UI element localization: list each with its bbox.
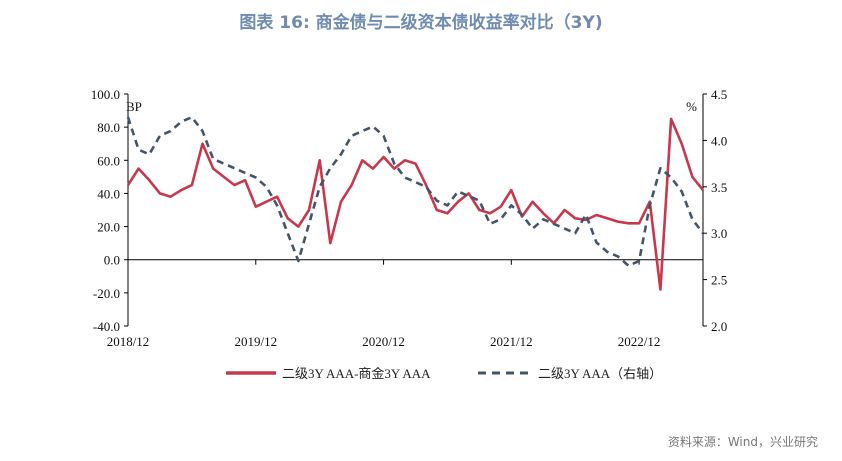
left-tick-label: 80.0 — [97, 120, 120, 135]
left-tick-label: 20.0 — [97, 220, 120, 235]
left-tick-label: -40.0 — [93, 319, 120, 334]
series-line-1 — [126, 117, 705, 291]
left-tick-label: -20.0 — [93, 286, 120, 301]
series-line-2 — [126, 115, 705, 268]
right-tick-label: 2.5 — [711, 273, 727, 288]
right-tick-label: 3.0 — [711, 226, 727, 241]
right-unit-label: % — [686, 99, 697, 114]
right-tick-label: 2.0 — [711, 319, 727, 334]
legend-series-2-label: 二级3Y AAA（右轴） — [538, 366, 662, 381]
right-tick-label: 4.0 — [711, 133, 727, 148]
left-unit-label: BP — [126, 99, 142, 114]
left-tick-label: 60.0 — [97, 153, 120, 168]
left-tick-label: 40.0 — [97, 186, 120, 201]
x-tick-label: 2019/12 — [234, 334, 277, 349]
x-tick-label: 2022/12 — [618, 334, 661, 349]
right-tick-label: 4.5 — [711, 87, 727, 102]
x-tick-label: 2020/12 — [362, 334, 405, 349]
source-note: 资料来源：Wind，兴业研究 — [667, 435, 818, 449]
left-tick-label: 100.0 — [91, 87, 120, 102]
legend-series-1-label: 二级3Y AAA-商金3Y AAA — [282, 366, 431, 381]
x-tick-label: 2018/12 — [107, 334, 150, 349]
legend: 二级3Y AAA-商金3Y AAA 二级3Y AAA（右轴） — [226, 366, 662, 381]
left-tick-label: 0.0 — [104, 253, 120, 268]
chart-title: 图表 16: 商金债与二级资本债收益率对比（3Y) — [239, 13, 603, 33]
x-tick-label: 2021/12 — [490, 334, 533, 349]
right-tick-label: 3.5 — [711, 180, 727, 195]
